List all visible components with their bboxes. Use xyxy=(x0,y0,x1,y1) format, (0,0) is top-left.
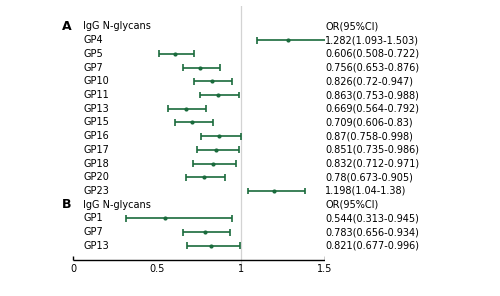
Text: B: B xyxy=(62,198,72,211)
Text: GP18: GP18 xyxy=(84,159,109,169)
Text: GP23: GP23 xyxy=(84,186,110,196)
Text: GP13: GP13 xyxy=(84,241,109,251)
Text: 0.783(0.656-0.934): 0.783(0.656-0.934) xyxy=(325,227,419,237)
Text: GP16: GP16 xyxy=(84,131,109,141)
Text: GP7: GP7 xyxy=(84,227,103,237)
Text: 0.669(0.564-0.792): 0.669(0.564-0.792) xyxy=(325,104,419,114)
Text: GP15: GP15 xyxy=(84,118,110,128)
Text: 0.87(0.758-0.998): 0.87(0.758-0.998) xyxy=(325,131,413,141)
Text: 1.282(1.093-1.503): 1.282(1.093-1.503) xyxy=(325,35,419,45)
Text: 0.826(0.72-0.947): 0.826(0.72-0.947) xyxy=(325,76,413,86)
Text: 0.863(0.753-0.988): 0.863(0.753-0.988) xyxy=(325,90,419,100)
Text: 0.756(0.653-0.876): 0.756(0.653-0.876) xyxy=(325,63,419,73)
Text: 0: 0 xyxy=(70,264,76,274)
Text: GP17: GP17 xyxy=(84,145,110,155)
Text: 1.5: 1.5 xyxy=(318,264,332,274)
Text: GP4: GP4 xyxy=(84,35,103,45)
Text: 1: 1 xyxy=(238,264,244,274)
Text: GP1: GP1 xyxy=(84,213,103,223)
Text: GP10: GP10 xyxy=(84,76,109,86)
Text: 0.709(0.606-0.83): 0.709(0.606-0.83) xyxy=(325,118,412,128)
Text: A: A xyxy=(62,20,72,33)
Text: GP5: GP5 xyxy=(84,49,103,59)
Text: 0.78(0.673-0.905): 0.78(0.673-0.905) xyxy=(325,172,413,182)
Text: IgG N-glycans: IgG N-glycans xyxy=(84,200,152,210)
Text: 0.606(0.508-0.722): 0.606(0.508-0.722) xyxy=(325,49,419,59)
Text: 1.198(1.04-1.38): 1.198(1.04-1.38) xyxy=(325,186,406,196)
Text: GP13: GP13 xyxy=(84,104,109,114)
Text: 0.821(0.677-0.996): 0.821(0.677-0.996) xyxy=(325,241,419,251)
Text: GP11: GP11 xyxy=(84,90,109,100)
Text: IgG N-glycans: IgG N-glycans xyxy=(84,22,152,31)
Text: GP20: GP20 xyxy=(84,172,110,182)
Text: OR(95%CI): OR(95%CI) xyxy=(325,200,378,210)
Text: GP7: GP7 xyxy=(84,63,103,73)
Text: OR(95%CI): OR(95%CI) xyxy=(325,22,378,31)
Text: 0.851(0.735-0.986): 0.851(0.735-0.986) xyxy=(325,145,419,155)
Text: 0.5: 0.5 xyxy=(150,264,165,274)
Text: 0.544(0.313-0.945): 0.544(0.313-0.945) xyxy=(325,213,419,223)
Text: 0.832(0.712-0.971): 0.832(0.712-0.971) xyxy=(325,159,419,169)
